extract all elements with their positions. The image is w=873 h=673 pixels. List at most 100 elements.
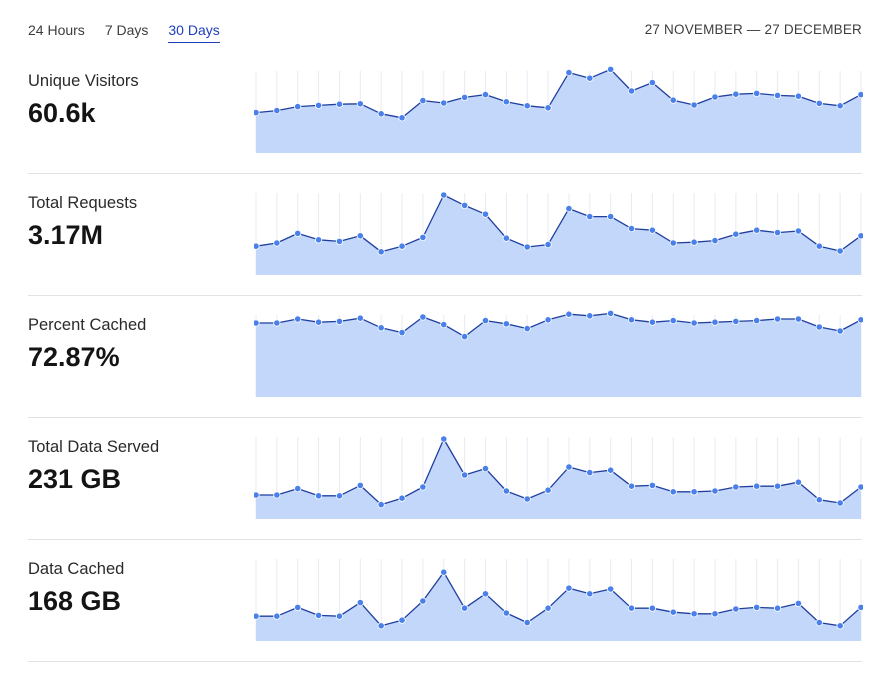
- data-point[interactable]: [273, 491, 281, 499]
- data-point[interactable]: [440, 435, 448, 443]
- data-point[interactable]: [314, 492, 323, 500]
- data-point[interactable]: [690, 101, 698, 109]
- data-point[interactable]: [711, 487, 719, 495]
- data-point[interactable]: [836, 247, 844, 255]
- data-point[interactable]: [627, 482, 636, 490]
- data-point[interactable]: [711, 318, 719, 326]
- data-point[interactable]: [502, 234, 510, 242]
- data-point[interactable]: [314, 318, 323, 326]
- data-point[interactable]: [669, 608, 677, 616]
- data-point[interactable]: [502, 98, 510, 106]
- data-point[interactable]: [254, 491, 260, 499]
- data-point[interactable]: [773, 91, 782, 100]
- data-point[interactable]: [294, 315, 302, 323]
- data-point[interactable]: [794, 478, 803, 486]
- data-point[interactable]: [481, 590, 490, 598]
- data-point[interactable]: [773, 315, 782, 323]
- data-point[interactable]: [690, 610, 698, 618]
- data-point[interactable]: [523, 243, 531, 251]
- data-point[interactable]: [461, 604, 469, 612]
- data-point[interactable]: [398, 328, 406, 337]
- data-point[interactable]: [627, 87, 636, 95]
- data-point[interactable]: [254, 109, 260, 117]
- data-point[interactable]: [335, 237, 344, 246]
- data-point[interactable]: [544, 604, 552, 612]
- data-point[interactable]: [711, 236, 719, 245]
- data-point[interactable]: [648, 226, 656, 234]
- data-point[interactable]: [773, 228, 782, 237]
- data-point[interactable]: [586, 212, 594, 221]
- data-point[interactable]: [627, 604, 636, 612]
- data-point[interactable]: [461, 93, 469, 102]
- data-point[interactable]: [419, 483, 427, 491]
- data-point[interactable]: [314, 611, 323, 620]
- data-point[interactable]: [586, 74, 594, 82]
- tab-24-hours[interactable]: 24 Hours: [28, 22, 85, 38]
- data-point[interactable]: [502, 320, 510, 328]
- data-point[interactable]: [753, 226, 761, 234]
- data-point[interactable]: [273, 612, 281, 620]
- data-point[interactable]: [461, 332, 469, 341]
- data-point[interactable]: [419, 233, 427, 242]
- data-point[interactable]: [294, 229, 302, 238]
- data-point[interactable]: [648, 78, 656, 87]
- data-point[interactable]: [440, 191, 448, 199]
- data-point[interactable]: [440, 320, 448, 329]
- data-point[interactable]: [669, 96, 677, 104]
- data-point[interactable]: [544, 486, 552, 494]
- data-point[interactable]: [690, 319, 698, 327]
- data-point[interactable]: [523, 324, 531, 333]
- data-point[interactable]: [398, 242, 406, 250]
- data-point[interactable]: [481, 90, 490, 99]
- data-point[interactable]: [356, 481, 364, 490]
- data-point[interactable]: [419, 96, 427, 105]
- data-point[interactable]: [815, 242, 823, 250]
- data-point[interactable]: [273, 319, 281, 327]
- data-point[interactable]: [794, 92, 803, 100]
- tab-7-days[interactable]: 7 Days: [104, 22, 149, 38]
- data-point[interactable]: [607, 466, 615, 474]
- data-point[interactable]: [690, 488, 698, 496]
- data-point[interactable]: [607, 212, 615, 221]
- data-point[interactable]: [669, 488, 677, 496]
- data-point[interactable]: [294, 603, 302, 612]
- data-point[interactable]: [794, 315, 803, 323]
- data-point[interactable]: [565, 584, 573, 592]
- data-point[interactable]: [565, 310, 573, 318]
- data-point[interactable]: [753, 316, 761, 325]
- data-point[interactable]: [398, 114, 406, 122]
- data-point[interactable]: [314, 236, 323, 244]
- data-point[interactable]: [356, 598, 364, 607]
- data-point[interactable]: [294, 485, 302, 493]
- data-point[interactable]: [314, 101, 323, 110]
- data-point[interactable]: [857, 232, 863, 240]
- data-point[interactable]: [356, 100, 364, 108]
- data-point[interactable]: [544, 316, 552, 324]
- data-point[interactable]: [398, 494, 406, 502]
- data-point[interactable]: [544, 241, 552, 249]
- data-point[interactable]: [440, 568, 448, 576]
- data-point[interactable]: [254, 319, 260, 327]
- data-point[interactable]: [273, 239, 281, 247]
- tab-30-days[interactable]: 30 Days: [168, 20, 220, 43]
- data-point[interactable]: [377, 110, 385, 118]
- data-point[interactable]: [356, 314, 364, 322]
- data-point[interactable]: [523, 495, 531, 503]
- data-point[interactable]: [648, 318, 656, 326]
- data-point[interactable]: [711, 93, 719, 101]
- data-point[interactable]: [711, 610, 719, 618]
- data-point[interactable]: [732, 230, 740, 238]
- data-point[interactable]: [377, 324, 385, 332]
- data-point[interactable]: [607, 309, 615, 317]
- data-point[interactable]: [586, 468, 594, 477]
- data-point[interactable]: [753, 603, 761, 612]
- data-point[interactable]: [273, 106, 281, 115]
- data-point[interactable]: [481, 316, 490, 325]
- data-point[interactable]: [523, 102, 531, 110]
- data-point[interactable]: [669, 239, 677, 247]
- data-point[interactable]: [294, 102, 302, 111]
- data-point[interactable]: [461, 471, 469, 479]
- data-point[interactable]: [627, 224, 636, 233]
- data-point[interactable]: [586, 312, 594, 320]
- data-point[interactable]: [356, 232, 364, 240]
